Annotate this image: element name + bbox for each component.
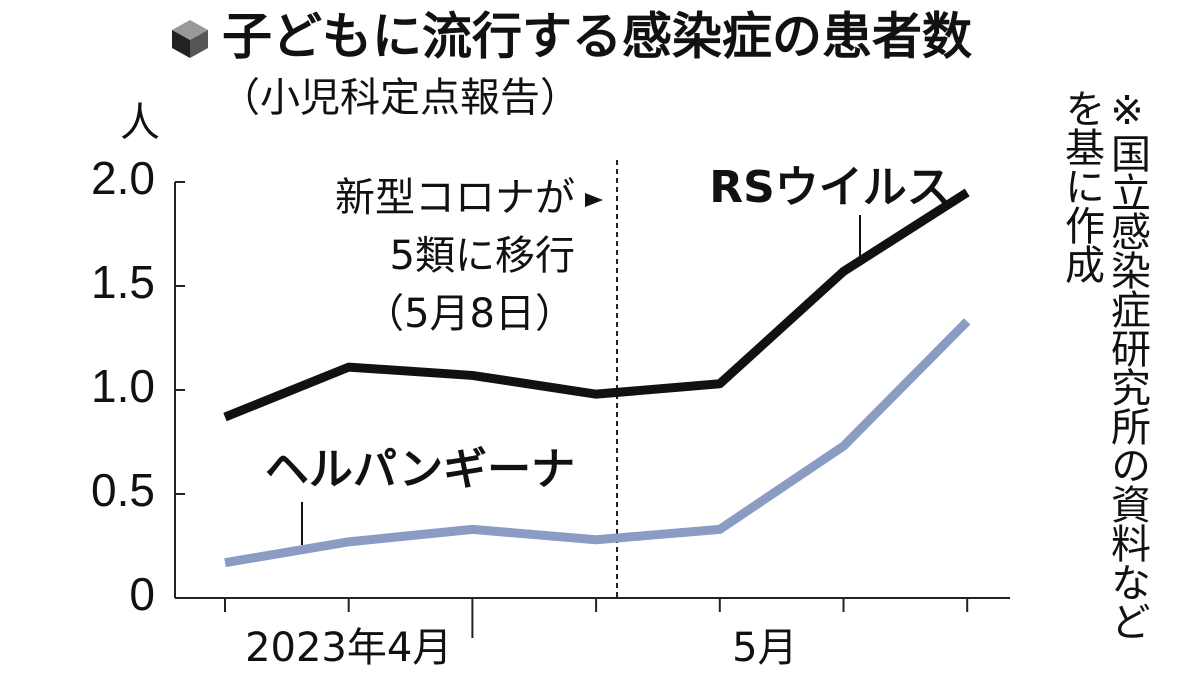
y-tick-label: 2.0 — [91, 152, 155, 204]
y-unit: 人 — [120, 100, 160, 146]
series-label: RSウイルス — [709, 162, 951, 213]
y-tick-label: 0 — [129, 568, 155, 620]
source-note: ※国立感染症研究所の資料などを基に作成 — [1058, 88, 1150, 640]
x-tick-label: 2023年4月 — [245, 625, 452, 671]
y-tick-label: 1.5 — [91, 256, 155, 308]
series-line — [224, 318, 971, 568]
series-line — [223, 188, 970, 422]
y-tick-label: 0.5 — [91, 464, 155, 516]
chart-title: 子どもに流行する感染症の患者数 — [222, 8, 972, 66]
annotation: 5類に移行 — [390, 233, 575, 279]
event-arrow — [585, 193, 603, 207]
title-icon — [172, 20, 208, 58]
annotation: （5月8日） — [364, 291, 575, 337]
x-tick-label: 5月 — [732, 625, 797, 671]
annotation: 新型コロナが — [335, 175, 575, 221]
subtitle: （小児科定点報告） — [220, 75, 580, 121]
y-tick-label: 1.0 — [91, 360, 155, 412]
series-label: ヘルパンギーナ — [265, 444, 575, 495]
